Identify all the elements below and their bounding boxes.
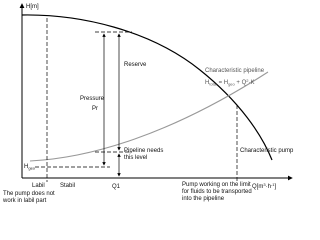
pipeline-formula: Htotal = Hgeo + Q2·K	[205, 78, 255, 87]
limit-note: Pump working on the limit for fluids to b…	[182, 182, 252, 202]
pr-label: Pr	[92, 106, 98, 112]
labil-label: Labil	[32, 183, 45, 189]
h-geo-label: Hgeo	[24, 164, 36, 171]
pump-curve-label: Characteristic pump	[240, 148, 294, 154]
reserve-label: Reserve	[124, 62, 147, 68]
y-axis-label: H[m]	[26, 4, 39, 10]
q1-label: Q1	[112, 184, 121, 190]
labil-note: The pump does not work in labil part	[2, 191, 55, 204]
pipeline-curve	[29, 71, 269, 162]
x-axis-label: Q[m3·h-1]	[252, 182, 276, 190]
stabil-label: Stabil	[60, 183, 75, 189]
pressure-label: Pressure	[80, 96, 105, 102]
pump-curve	[21, 14, 273, 161]
pipeline-needs-label: Pipeline needs this level	[124, 148, 163, 161]
pipeline-curve-label: Characteristic pipeline	[205, 68, 265, 74]
diagram: H[m] Q[m3·h-1] Pressure Pr Reserve Pipel…	[2, 3, 294, 204]
